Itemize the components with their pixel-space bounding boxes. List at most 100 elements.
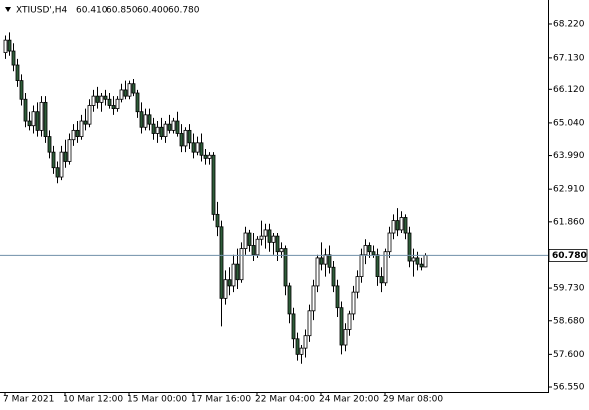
candle-body xyxy=(23,98,28,122)
candle-body xyxy=(367,245,372,253)
y-tick-label: 56.550 xyxy=(553,383,585,393)
candle-body xyxy=(127,83,132,97)
candle-body xyxy=(175,120,180,134)
candle-body xyxy=(403,217,408,234)
candle-body xyxy=(171,120,176,131)
candle-body xyxy=(39,101,44,131)
candle-body xyxy=(383,251,388,284)
x-tick-label: 7 Mar 2021 xyxy=(3,395,54,405)
candle-body xyxy=(423,255,428,268)
candle-body xyxy=(211,154,216,215)
candle-body xyxy=(243,232,248,249)
candle-body xyxy=(239,248,244,281)
candle-body xyxy=(11,50,16,66)
candle-body xyxy=(87,105,92,125)
candle-body xyxy=(15,64,20,81)
candle-body xyxy=(219,226,224,299)
candle-body xyxy=(115,98,120,109)
candle-body xyxy=(143,114,148,128)
candle-body xyxy=(159,126,164,137)
candle-body xyxy=(279,248,284,253)
candle-body xyxy=(155,126,160,134)
candle-body xyxy=(43,101,48,137)
candle-body xyxy=(31,111,36,127)
x-tick-label: 10 Mar 12:00 xyxy=(63,395,123,405)
candle-body xyxy=(327,254,332,268)
candle-body xyxy=(35,111,40,131)
candle-body xyxy=(207,154,212,159)
candle-body xyxy=(331,266,336,287)
candle-body xyxy=(71,129,76,141)
candle-body xyxy=(395,220,400,231)
y-tick-label: 62.910 xyxy=(553,185,585,195)
candle-body xyxy=(123,89,128,97)
candle-body xyxy=(391,220,396,234)
candle-body xyxy=(151,123,156,134)
candle-body xyxy=(415,257,420,265)
candle-body xyxy=(315,257,320,287)
candle-body xyxy=(283,248,288,287)
candle-body xyxy=(235,263,240,281)
candle-body xyxy=(111,105,116,109)
candle-body xyxy=(347,313,352,330)
candle-body xyxy=(399,217,404,231)
candle-body xyxy=(83,120,88,125)
candle-body xyxy=(191,142,196,153)
candle-body xyxy=(7,39,12,52)
candle-body xyxy=(335,285,340,309)
candle-body xyxy=(195,142,200,153)
candle-body xyxy=(387,232,392,253)
candle-body xyxy=(343,329,348,346)
candle-body xyxy=(63,151,68,162)
candle-body xyxy=(247,232,252,246)
menu-arrow[interactable] xyxy=(5,7,11,12)
candle-body xyxy=(231,263,236,287)
candle-body xyxy=(223,279,228,299)
x-tick-label: 15 Mar 00:00 xyxy=(127,395,187,405)
candle-body xyxy=(47,136,52,153)
x-tick-label: 17 Mar 16:00 xyxy=(191,395,251,405)
candle-body xyxy=(359,254,364,277)
y-tick-label: 57.600 xyxy=(553,350,585,360)
candle-body xyxy=(55,167,60,178)
candle-body xyxy=(135,92,140,113)
candle-body xyxy=(267,229,272,243)
y-tick-label: 65.040 xyxy=(553,118,585,128)
candle-body xyxy=(187,129,192,144)
x-tick-label: 24 Mar 20:00 xyxy=(319,395,379,405)
open-value: 60.410 xyxy=(76,6,108,16)
candle-body xyxy=(351,291,356,315)
candle-body xyxy=(183,129,188,147)
y-tick-label: 58.680 xyxy=(553,316,585,326)
candle-body xyxy=(27,120,32,127)
candle-body xyxy=(319,257,324,265)
candle-body xyxy=(271,235,276,243)
candle-body xyxy=(299,347,304,355)
candle-body xyxy=(119,89,124,100)
y-tick-label: 67.130 xyxy=(553,53,585,63)
candle-body xyxy=(291,313,296,340)
candle-body xyxy=(139,111,144,128)
candle-body xyxy=(379,276,384,284)
candle-body xyxy=(363,245,368,256)
candle-body xyxy=(79,120,84,137)
candle-body xyxy=(51,151,56,169)
x-tick-label: 29 Mar 08:00 xyxy=(383,395,443,405)
candle-body xyxy=(199,142,204,156)
candle-body xyxy=(131,83,136,94)
price-tag xyxy=(548,249,588,262)
x-tick-label: 22 Mar 04:00 xyxy=(255,395,315,405)
candle-body xyxy=(287,285,292,315)
y-tick-label: 59.730 xyxy=(553,284,585,294)
candle-body xyxy=(95,95,100,103)
candle-body xyxy=(67,139,72,162)
candle-body xyxy=(339,307,344,346)
candle-body xyxy=(303,335,308,349)
candle-body xyxy=(411,257,416,262)
candle-body xyxy=(167,123,172,131)
candle-body xyxy=(3,39,8,53)
candle-body xyxy=(179,133,184,147)
price-tag-label: 60.780 xyxy=(552,251,587,261)
